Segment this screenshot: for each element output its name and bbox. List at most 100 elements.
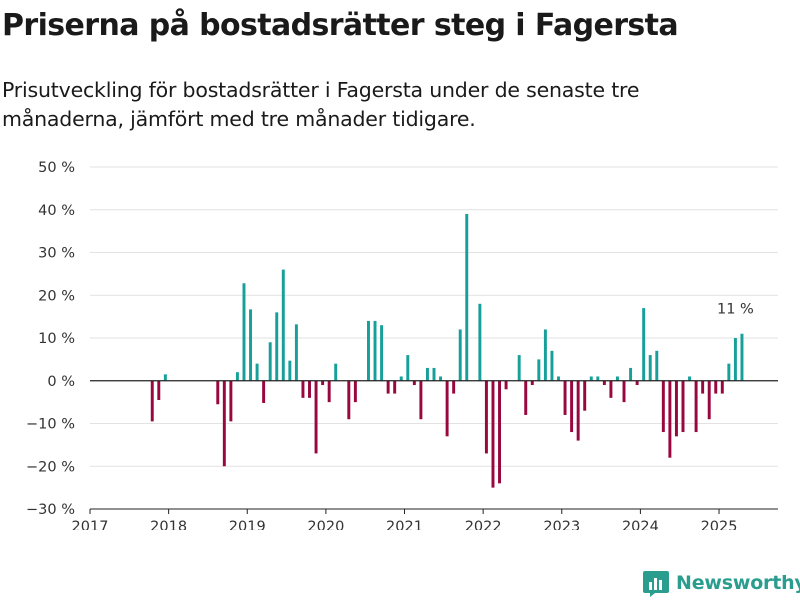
x-tick-label: 2020 — [307, 519, 344, 530]
bar — [373, 320, 377, 381]
x-tick-label: 2024 — [622, 519, 659, 530]
bar — [412, 380, 416, 386]
bar — [425, 367, 429, 381]
y-tick-label: 40 % — [38, 203, 75, 219]
bar — [635, 380, 639, 386]
bar — [622, 380, 626, 403]
bar — [661, 380, 665, 433]
bar — [674, 380, 678, 437]
bar — [419, 380, 423, 420]
bar — [701, 380, 705, 394]
bar — [314, 380, 318, 454]
bar — [517, 355, 521, 381]
x-tick-label: 2018 — [150, 519, 187, 530]
bar — [465, 214, 469, 381]
y-tick-label: 20 % — [38, 288, 75, 304]
bar — [491, 380, 495, 488]
y-axis-labels: 50 % 40 % 30 % 20 % 10 % 0 % −10 % −20 % −30 % — [26, 160, 75, 518]
x-tick-label: 2023 — [543, 519, 580, 530]
newsworthy-logo: Newsworthy — [643, 568, 800, 598]
y-tick-label: −30 % — [26, 502, 75, 518]
bar — [589, 376, 593, 381]
x-tick-label: 2022 — [465, 519, 502, 530]
bar — [353, 380, 357, 403]
brand-name: Newsworthy — [676, 572, 800, 594]
y-tick-label: −20 % — [26, 459, 75, 475]
bar — [216, 380, 220, 405]
bar — [733, 338, 737, 381]
bar — [334, 363, 338, 381]
bar-chart-logo-icon — [643, 571, 669, 597]
bar — [720, 380, 724, 394]
bar — [504, 380, 508, 390]
bar — [694, 380, 698, 433]
bar — [406, 355, 410, 381]
bar — [281, 269, 285, 381]
bar — [439, 376, 443, 381]
bar — [498, 380, 501, 484]
bar — [242, 283, 246, 381]
bar — [321, 380, 325, 386]
bar — [308, 380, 311, 398]
bar — [458, 329, 462, 381]
gridlines — [90, 166, 778, 510]
x-tick-label: 2017 — [72, 519, 109, 530]
bar — [570, 380, 574, 433]
bar — [714, 380, 718, 394]
bars — [150, 214, 744, 488]
bar — [268, 342, 272, 381]
y-tick-label: 50 % — [38, 160, 75, 176]
bar — [294, 324, 298, 381]
bar — [524, 380, 528, 415]
bar — [543, 329, 547, 381]
last-value-label: 11 % — [717, 302, 754, 318]
y-tick-label: 30 % — [38, 246, 75, 262]
bar — [688, 376, 692, 381]
bar — [229, 380, 233, 422]
bar — [740, 333, 744, 381]
bar — [432, 367, 436, 381]
bar — [596, 376, 600, 381]
y-tick-label: 0 % — [47, 374, 75, 390]
bar — [249, 309, 253, 381]
bar — [707, 380, 711, 420]
bar — [150, 380, 154, 422]
x-tick-label: 2019 — [229, 519, 266, 530]
bar — [163, 374, 167, 381]
bar — [609, 380, 613, 398]
bar — [563, 380, 567, 415]
bar — [484, 380, 488, 454]
bar — [235, 372, 239, 381]
axes — [90, 380, 778, 510]
x-axis-labels: 2017 2018 2019 2020 2021 2022 2023 2024 2025 — [72, 509, 738, 530]
bar — [347, 380, 351, 420]
bar — [681, 380, 685, 433]
bar — [530, 380, 534, 386]
bar — [727, 363, 731, 381]
bar — [615, 376, 619, 381]
bar — [537, 359, 541, 381]
bar — [629, 367, 633, 381]
bar — [393, 380, 397, 394]
bar — [550, 350, 554, 381]
bar — [386, 380, 390, 394]
y-tick-label: −10 % — [26, 417, 75, 433]
bar — [327, 380, 331, 403]
chart-subtitle: Prisutveckling för bostadsrätter i Fager… — [2, 78, 640, 131]
bar — [275, 312, 279, 381]
bar — [668, 380, 672, 458]
bar — [262, 380, 266, 403]
bar — [255, 363, 259, 381]
bar — [648, 355, 652, 381]
bar — [380, 325, 384, 381]
bar — [288, 360, 292, 381]
bar — [602, 380, 606, 386]
bar — [655, 350, 659, 381]
bar — [478, 303, 482, 381]
x-tick-label: 2025 — [701, 519, 738, 530]
bar — [222, 380, 226, 467]
y-tick-label: 10 % — [38, 331, 75, 347]
bar — [367, 320, 370, 381]
bar — [301, 380, 305, 398]
bar — [642, 308, 646, 381]
